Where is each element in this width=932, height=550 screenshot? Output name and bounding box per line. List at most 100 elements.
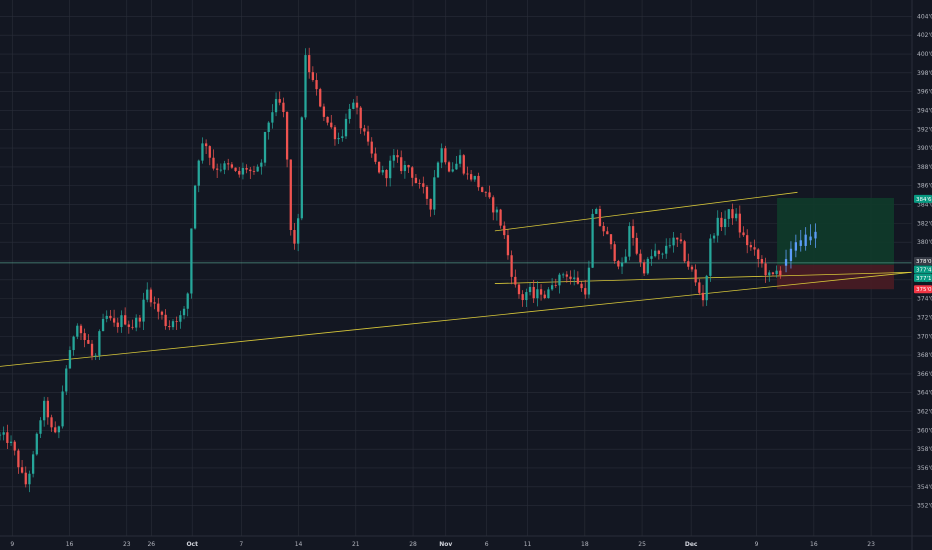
candle-body — [481, 187, 484, 192]
candle-down — [429, 198, 432, 217]
candle-body — [179, 315, 182, 322]
candle-up — [727, 209, 730, 228]
candle-body — [146, 289, 149, 300]
candle-up — [260, 159, 263, 175]
candle-down — [83, 328, 86, 348]
candle-body — [212, 157, 215, 169]
price-badge: 378'0 — [914, 257, 932, 265]
candle-body — [366, 131, 370, 142]
candle-up — [558, 272, 561, 294]
candle-body — [690, 266, 694, 270]
candle-up — [197, 159, 200, 193]
candle-up — [536, 281, 539, 307]
candle-body — [562, 274, 565, 276]
candle-up — [620, 257, 624, 275]
candle-up — [650, 249, 653, 266]
candle-down — [124, 307, 127, 326]
trendlines — [0, 191, 913, 367]
candle-down — [701, 284, 705, 307]
candle-down — [462, 154, 465, 176]
candle-body — [359, 107, 362, 129]
grid — [0, 0, 912, 536]
candle-body — [528, 286, 532, 293]
candle-down — [164, 309, 167, 330]
candle-body — [76, 325, 79, 337]
candle-down — [326, 116, 329, 126]
candle-body — [109, 315, 112, 319]
candle-down — [639, 249, 642, 267]
candle-up — [39, 417, 42, 439]
candle-body — [175, 321, 178, 322]
candle-body — [124, 315, 127, 325]
candle-body — [547, 289, 550, 299]
candle-body — [90, 343, 94, 356]
candle-up — [146, 282, 149, 303]
candle-down — [230, 162, 234, 169]
candle-up — [35, 432, 38, 456]
candle-body — [712, 235, 716, 239]
candle-body — [116, 322, 119, 328]
candle-body — [204, 143, 208, 147]
candle-up — [223, 160, 226, 175]
candle-down — [749, 241, 753, 251]
candle-down — [503, 221, 506, 239]
candle-down — [698, 278, 701, 296]
candle-body — [389, 160, 392, 179]
candle-body — [193, 185, 197, 229]
candle-down — [510, 250, 513, 285]
candle-down — [249, 166, 252, 179]
candle-body — [6, 432, 9, 443]
candle-body — [190, 228, 193, 294]
x-tick-label: 18 — [581, 541, 589, 548]
candle-body — [768, 272, 771, 276]
candle-down — [208, 145, 211, 166]
candle-up — [451, 162, 454, 173]
candle-body — [304, 55, 307, 118]
candle-up — [344, 113, 348, 140]
candle-down — [554, 278, 557, 288]
candle-body — [514, 276, 517, 285]
candle-down — [319, 87, 322, 108]
candle-body — [624, 256, 627, 263]
candle-up — [9, 435, 13, 446]
x-tick-label: Oct — [186, 541, 198, 548]
candle-body — [131, 326, 134, 328]
candle-down — [779, 266, 782, 279]
candle-down — [138, 315, 142, 328]
candle-down — [278, 91, 281, 106]
forecast-bar — [799, 229, 802, 252]
candle-down — [50, 414, 53, 432]
price-badge-label: 377'1 — [916, 276, 932, 282]
candle-body — [749, 245, 753, 248]
x-tick-label: 6 — [485, 541, 489, 548]
candle-up — [201, 137, 204, 164]
candle-body — [160, 311, 164, 315]
candle-up — [348, 103, 351, 124]
candle-body — [300, 117, 303, 219]
candle-body — [17, 450, 20, 468]
price-badge-label: 377'4 — [916, 267, 932, 273]
candle-up — [624, 249, 627, 263]
candle-body — [65, 368, 68, 392]
candle-down — [447, 160, 451, 173]
candle-body — [539, 289, 543, 295]
candle-body — [57, 426, 61, 433]
candle-body — [330, 122, 333, 128]
candle-body — [234, 167, 237, 171]
candle-body — [79, 325, 83, 334]
candle-body — [433, 177, 436, 210]
candle-body — [701, 292, 705, 301]
candle-body — [565, 274, 568, 277]
candle-down — [576, 271, 580, 285]
forecast-bar — [784, 249, 788, 273]
y-tick-label: 362'0 — [917, 409, 932, 416]
candle-body — [447, 162, 451, 172]
y-tick-label: 386'0 — [917, 183, 932, 190]
candle-up — [352, 99, 355, 110]
candle-body — [182, 308, 186, 316]
candle-up — [591, 209, 594, 269]
candle-down — [753, 239, 756, 256]
y-tick-label: 402'0 — [917, 32, 932, 39]
